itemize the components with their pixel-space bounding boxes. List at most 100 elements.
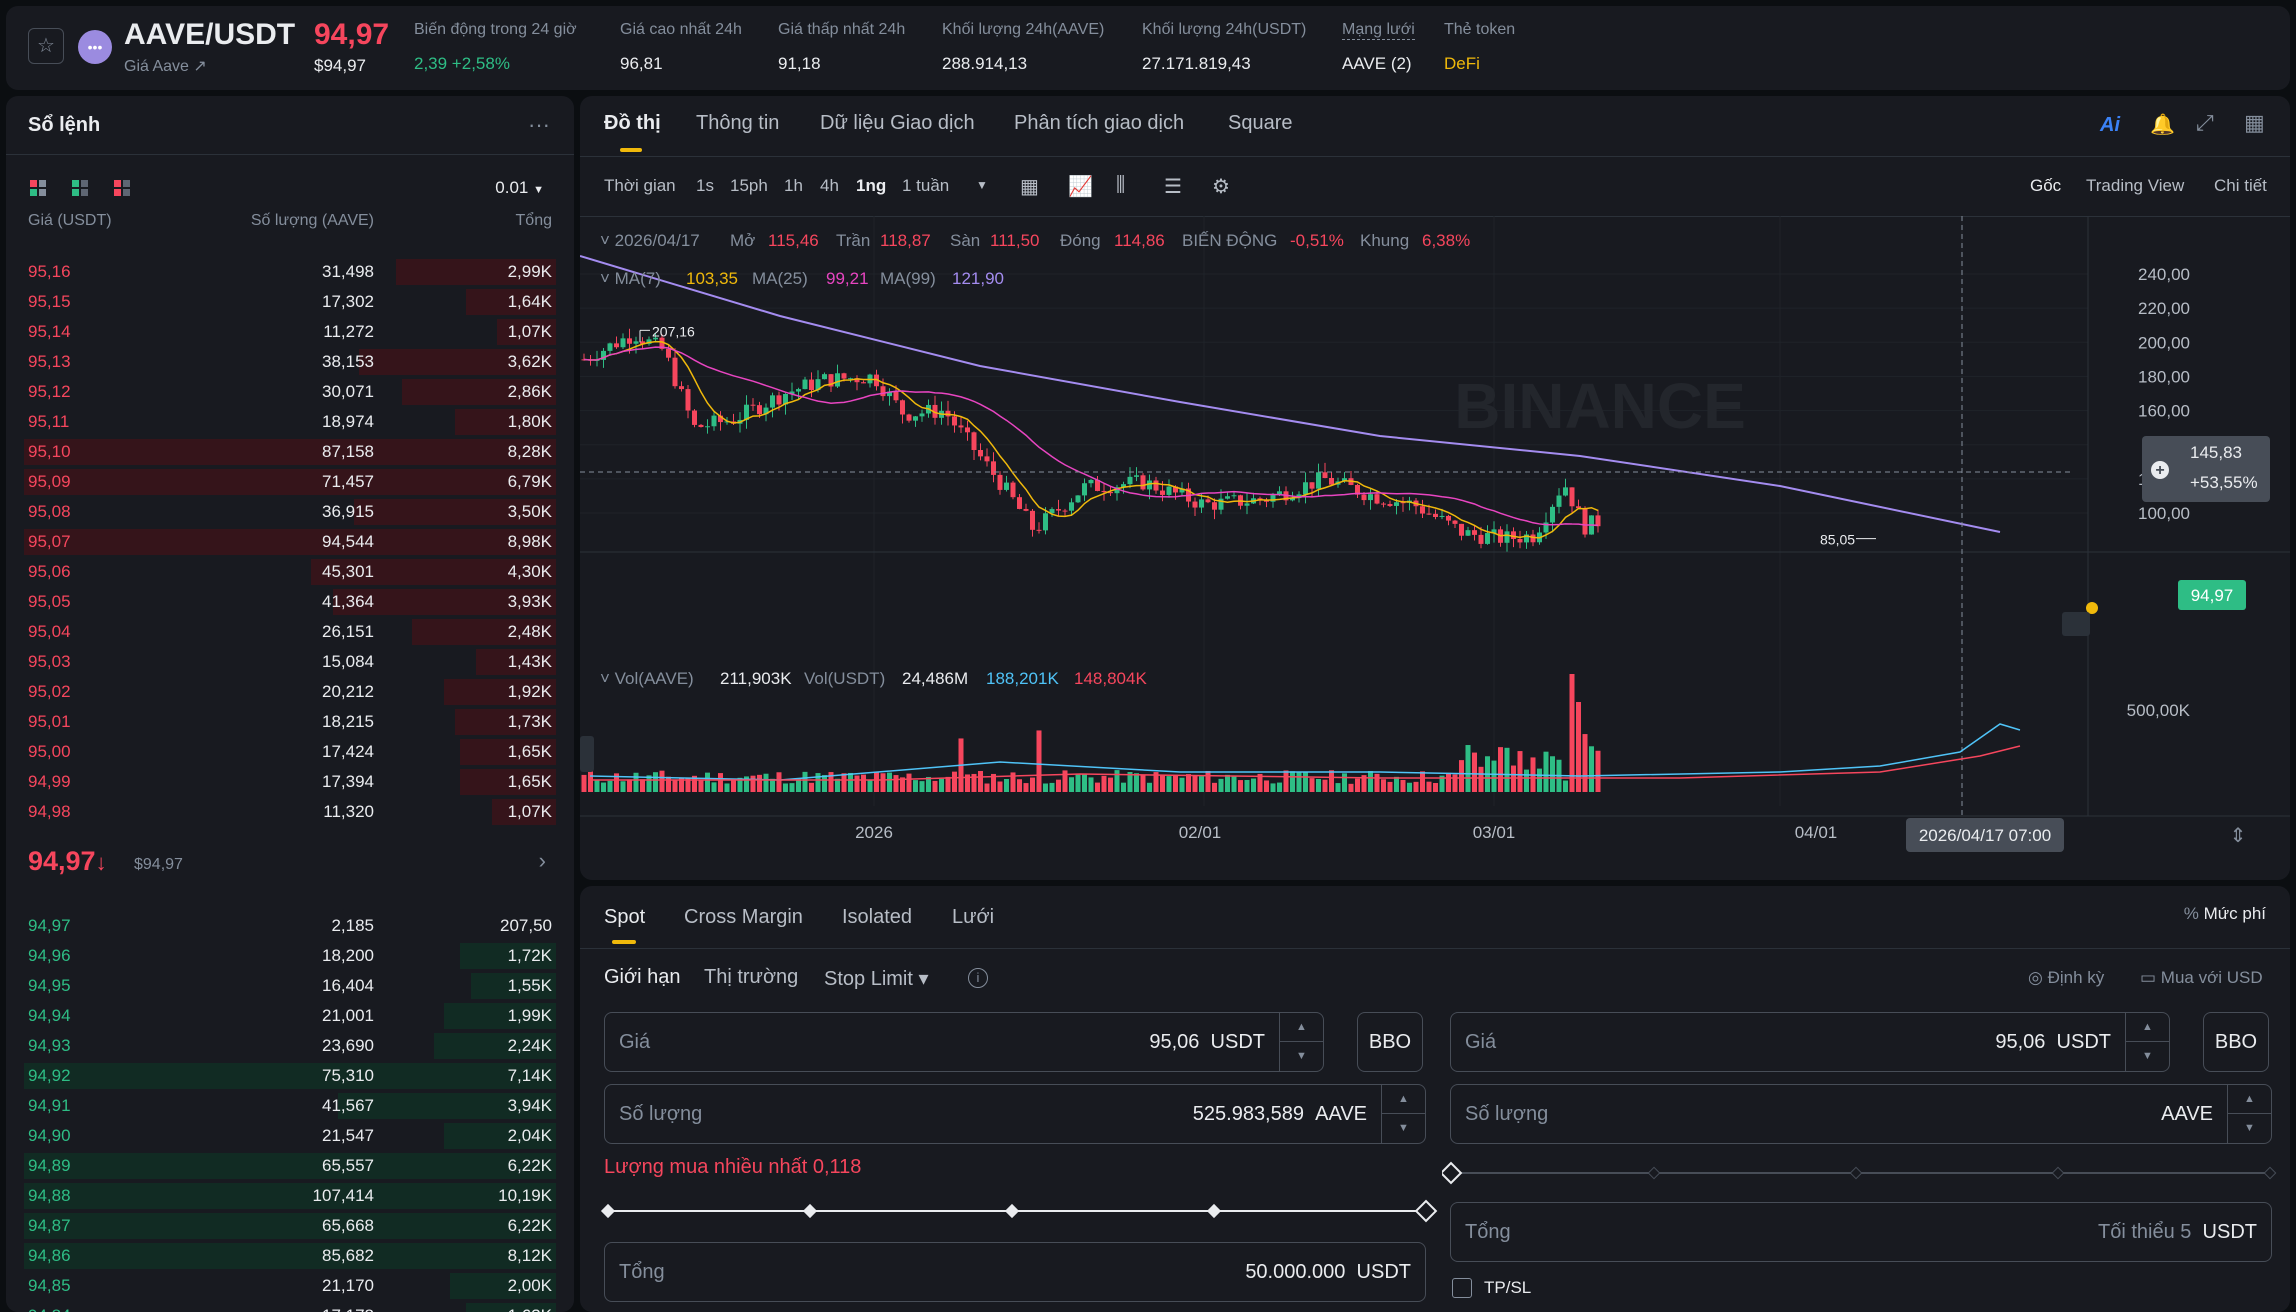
ask-row[interactable]: 95,09 71,457 6,79K [6, 466, 574, 496]
bid-row[interactable]: 94,92 75,310 7,14K [6, 1060, 574, 1090]
settings-icon[interactable]: ⚙ [1212, 176, 1230, 198]
fee-rate-button[interactable]: % Mức phí [2183, 904, 2266, 923]
bid-row[interactable]: 94,94 21,001 1,99K [6, 1000, 574, 1030]
buy-with-usd-button[interactable]: ▭ Mua với USD [2140, 968, 2263, 987]
tick-size-select[interactable]: 0.01 ▼ [495, 178, 544, 197]
ask-row[interactable]: 95,14 11,272 1,07K [6, 316, 574, 346]
stat-value[interactable]: DeFi [1444, 54, 1480, 73]
scale-toggle-icon[interactable]: ⇕ [2230, 825, 2247, 847]
sell-price-input[interactable]: Giá 95,06 USDT ▲ ▼ [1450, 1012, 2170, 1072]
ask-row[interactable]: 95,00 17,424 1,65K [6, 736, 574, 766]
bid-row[interactable]: 94,96 18,200 1,72K [6, 940, 574, 970]
interval-0[interactable]: 1s [696, 176, 714, 195]
interval-4[interactable]: 1ng [856, 176, 887, 195]
ask-row[interactable]: 95,11 18,974 1,80K [6, 406, 574, 436]
add-alert-icon[interactable] [2151, 461, 2169, 479]
bid-row[interactable]: 94,85 21,170 2,00K [6, 1270, 574, 1300]
bid-row[interactable]: 94,86 85,682 8,12K [6, 1240, 574, 1270]
ask-row[interactable]: 95,03 15,084 1,43K [6, 646, 574, 676]
chart-tab[interactable]: Phân tích giao dịch [1014, 112, 1185, 134]
order-type[interactable]: Giới hạn [604, 966, 681, 988]
bell-icon[interactable]: 🔔 [2150, 114, 2175, 136]
interval-5[interactable]: 1 tuần [902, 176, 950, 195]
ask-row[interactable]: 95,05 41,364 3,93K [6, 586, 574, 616]
sell-total-input[interactable]: Tổng Tối thiểu 5 USDT [1450, 1202, 2272, 1262]
view-mode[interactable]: Chi tiết [2214, 176, 2267, 195]
bid-row[interactable]: 94,89 65,557 6,22K [6, 1150, 574, 1180]
pair-subtitle[interactable]: Giá Aave ↗ [124, 58, 207, 75]
ask-row[interactable]: 95,10 87,158 8,28K [6, 436, 574, 466]
bid-row[interactable]: 94,91 41,567 3,94K [6, 1090, 574, 1120]
trade-tab[interactable]: Lưới [952, 906, 995, 928]
bid-row[interactable]: 94,90 21,547 2,04K [6, 1120, 574, 1150]
buy-qty-input[interactable]: Số lượng 525.983,589 AAVE ▲ ▼ [604, 1084, 1426, 1144]
ask-row[interactable]: 95,08 36,915 3,50K [6, 496, 574, 526]
chart-tab[interactable]: Square [1228, 112, 1293, 134]
buy-bbo-button[interactable]: BBO [1357, 1012, 1423, 1072]
collapse-handle[interactable] [580, 736, 594, 772]
view-both-icon[interactable] [30, 180, 46, 196]
order-type[interactable]: Stop Limit ▾ [824, 968, 929, 990]
ask-row[interactable]: 94,99 17,394 1,65K [6, 766, 574, 796]
interval-2[interactable]: 1h [784, 176, 803, 195]
ask-row[interactable]: 95,13 38,153 3,62K [6, 346, 574, 376]
sell-qty-input[interactable]: Số lượng AAVE ▲ ▼ [1450, 1084, 2272, 1144]
ask-row[interactable]: 95,16 31,498 2,99K [6, 256, 574, 286]
ask-row[interactable]: 95,12 30,071 2,86K [6, 376, 574, 406]
trade-tab[interactable]: Spot [604, 906, 646, 928]
ask-row[interactable]: 95,01 18,215 1,73K [6, 706, 574, 736]
more-options-icon[interactable]: ··· [528, 112, 550, 137]
ask-row[interactable]: 95,02 20,212 1,92K [6, 676, 574, 706]
bid-row[interactable]: 94,84 17,178 1,63K [6, 1300, 574, 1312]
layout-icon[interactable]: ▦ [2244, 110, 2265, 135]
view-bids-icon[interactable] [72, 180, 88, 196]
ask-row[interactable]: 95,15 17,302 1,64K [6, 286, 574, 316]
ask-row[interactable]: 95,07 94,544 8,98K [6, 526, 574, 556]
candle-type-icon[interactable]: ⫼ [1116, 174, 1126, 196]
trade-tab[interactable]: Cross Margin [684, 906, 803, 928]
ask-row[interactable]: 95,04 26,151 2,48K [6, 616, 574, 646]
sell-price-stepper[interactable]: ▲ ▼ [2125, 1013, 2169, 1071]
price-stepper[interactable]: ▲ ▼ [1279, 1013, 1323, 1071]
indicator-icon[interactable]: 📈 [1068, 176, 1093, 198]
order-marker-icon[interactable] [2062, 612, 2090, 636]
ai-icon[interactable]: Ai [2100, 114, 2120, 136]
favorite-star-icon[interactable]: ☆ [28, 28, 64, 64]
chart-tab[interactable]: Thông tin [696, 112, 780, 134]
price-chart[interactable]: BINANCE240,00220,00200,00180,00160,00120… [580, 216, 2290, 880]
ask-row[interactable]: 95,06 45,301 4,30K [6, 556, 574, 586]
bid-row[interactable]: 94,88 107,414 10,19K [6, 1180, 574, 1210]
ask-row[interactable]: 94,98 11,320 1,07K [6, 796, 574, 826]
chart-tab[interactable]: Dữ liệu Giao dịch [820, 112, 975, 134]
interval-dropdown-icon[interactable]: ▼ [976, 178, 988, 192]
bid-row[interactable]: 94,95 16,404 1,55K [6, 970, 574, 1000]
recurring-button[interactable]: ◎ Định kỳ [2028, 968, 2105, 987]
mid-price[interactable]: 94,97↓ [28, 846, 107, 876]
stat-value[interactable]: AAVE (2) [1342, 54, 1412, 73]
bid-row[interactable]: 94,93 23,690 2,24K [6, 1030, 574, 1060]
sell-qty-stepper[interactable]: ▲ ▼ [2227, 1085, 2271, 1143]
volume-bar [1140, 775, 1146, 792]
drawing-icon[interactable]: ☰ [1164, 176, 1182, 198]
order-type[interactable]: Thị trường [704, 966, 799, 988]
qty-stepper[interactable]: ▲ ▼ [1381, 1085, 1425, 1143]
buy-price-input[interactable]: Giá 95,06 USDT ▲ ▼ [604, 1012, 1324, 1072]
buy-slider[interactable] [598, 1196, 1438, 1226]
chart-tab[interactable]: Đồ thị [604, 112, 661, 134]
view-mode[interactable]: Trading View [2086, 176, 2185, 195]
tpsl-checkbox[interactable] [1452, 1278, 1472, 1298]
bid-row[interactable]: 94,87 65,668 6,22K [6, 1210, 574, 1240]
info-icon[interactable]: i [968, 968, 988, 988]
interval-3[interactable]: 4h [820, 176, 839, 195]
sell-bbo-button[interactable]: BBO [2203, 1012, 2269, 1072]
buy-total-input[interactable]: Tổng 50.000.000 USDT [604, 1242, 1426, 1302]
view-mode[interactable]: Gốc [2030, 176, 2062, 195]
trade-tab[interactable]: Isolated [842, 906, 913, 928]
calendar-icon[interactable]: ▦ [1020, 176, 1039, 198]
bid-row[interactable]: 94,97 2,185 207,50 [6, 910, 574, 940]
sell-slider[interactable] [1442, 1158, 2282, 1188]
interval-1[interactable]: 15ph [730, 176, 768, 195]
view-asks-icon[interactable] [114, 180, 130, 196]
fullscreen-icon[interactable]: ⤢ [2196, 110, 2214, 135]
chevron-right-icon[interactable]: › [538, 848, 546, 873]
